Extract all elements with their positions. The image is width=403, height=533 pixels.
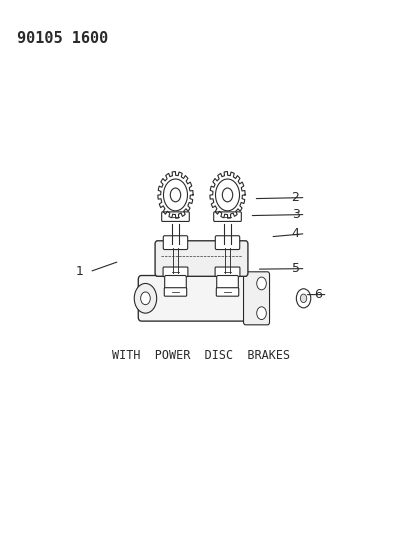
FancyBboxPatch shape (215, 236, 240, 249)
Circle shape (134, 284, 157, 313)
FancyBboxPatch shape (155, 241, 248, 276)
FancyBboxPatch shape (164, 288, 187, 296)
Circle shape (300, 294, 307, 303)
FancyBboxPatch shape (215, 267, 240, 277)
Text: WITH  POWER  DISC  BRAKES: WITH POWER DISC BRAKES (112, 349, 291, 362)
FancyBboxPatch shape (217, 276, 238, 289)
Text: 4: 4 (292, 227, 299, 240)
FancyBboxPatch shape (163, 267, 188, 277)
Text: 3: 3 (292, 208, 299, 221)
Text: 1: 1 (75, 265, 83, 278)
FancyBboxPatch shape (214, 212, 241, 221)
Circle shape (141, 292, 150, 305)
Text: 5: 5 (291, 262, 299, 275)
FancyBboxPatch shape (163, 236, 188, 249)
Circle shape (257, 277, 266, 290)
Circle shape (257, 307, 266, 319)
FancyBboxPatch shape (165, 276, 186, 289)
Text: 2: 2 (292, 191, 299, 204)
Text: 6: 6 (314, 288, 322, 301)
Circle shape (296, 289, 311, 308)
Text: 90105 1600: 90105 1600 (17, 30, 109, 45)
FancyBboxPatch shape (138, 276, 265, 321)
FancyBboxPatch shape (216, 288, 239, 296)
FancyBboxPatch shape (243, 272, 270, 325)
FancyBboxPatch shape (162, 212, 189, 221)
